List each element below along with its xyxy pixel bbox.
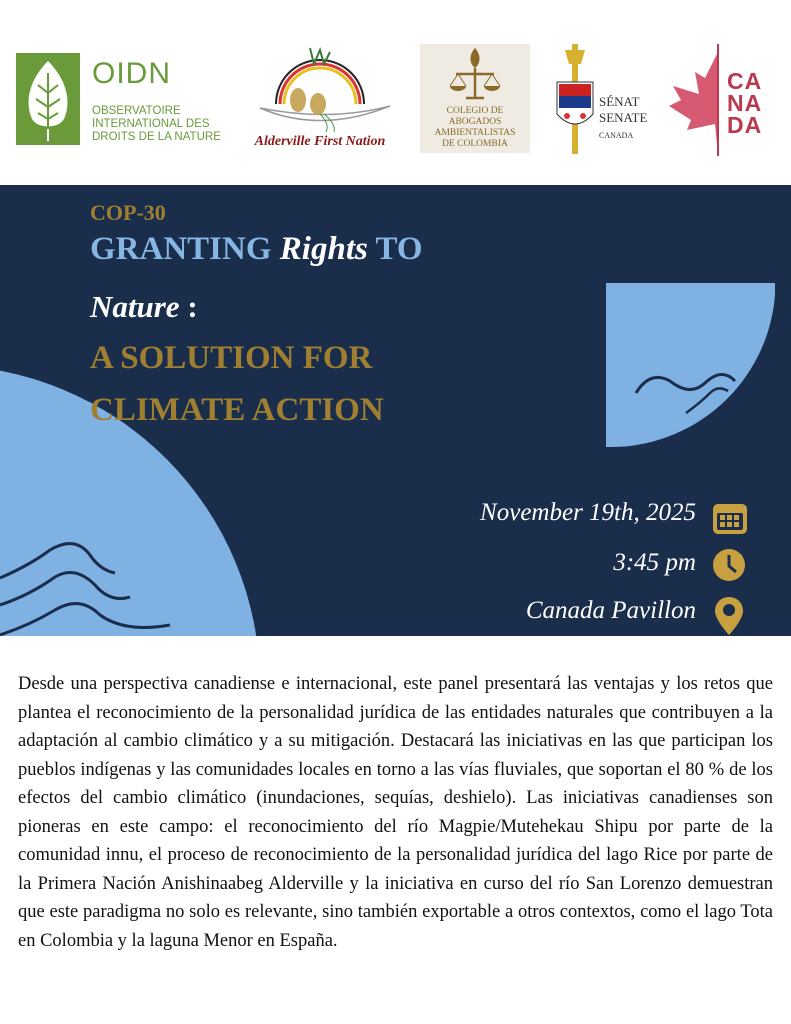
calendar-icon	[713, 504, 747, 534]
oidn-logo: OIDN OBSERVATOIRE INTERNATIONAL DES DROI…	[16, 53, 221, 145]
event-location: Canada Pavillon	[525, 597, 696, 624]
leaf-icon	[16, 53, 80, 145]
maple-leaf-icon	[669, 54, 717, 144]
canoe-illustration	[259, 47, 391, 133]
map-pin-icon	[715, 597, 743, 635]
colegio-logo: COLEGIO DE ABOGADOS AMBIENTALISTAS DE CO…	[420, 44, 530, 153]
scales-icon	[449, 48, 501, 100]
clock-icon	[713, 549, 745, 581]
canada-logo: CA NA DA	[665, 44, 775, 156]
event-time: 3:45 pm	[613, 549, 696, 576]
event-banner: COP-30 GRANTING Rights TO Nature : A SOL…	[0, 185, 791, 636]
event-name: COP-30	[90, 200, 166, 225]
partner-logos: OIDN OBSERVATOIRE INTERNATIONAL DES DROI…	[0, 0, 791, 185]
mace-icon	[556, 44, 594, 154]
subtitle-line-2: CLIMATE ACTION	[90, 392, 384, 428]
decorative-shapes	[0, 283, 775, 636]
event-description: Desde una perspectiva canadiense e inter…	[18, 674, 773, 951]
alderville-logo: Alderville First Nation	[240, 44, 400, 150]
event-date: November 19th, 2025	[480, 499, 696, 526]
senate-logo: SÉNAT SENATE CANADA	[555, 42, 655, 158]
title-line-2: Nature :	[90, 289, 198, 324]
subtitle-line-1: A SOLUTION FOR	[90, 340, 373, 376]
title-line-1: GRANTING Rights TO	[90, 231, 423, 267]
divider	[717, 44, 719, 156]
